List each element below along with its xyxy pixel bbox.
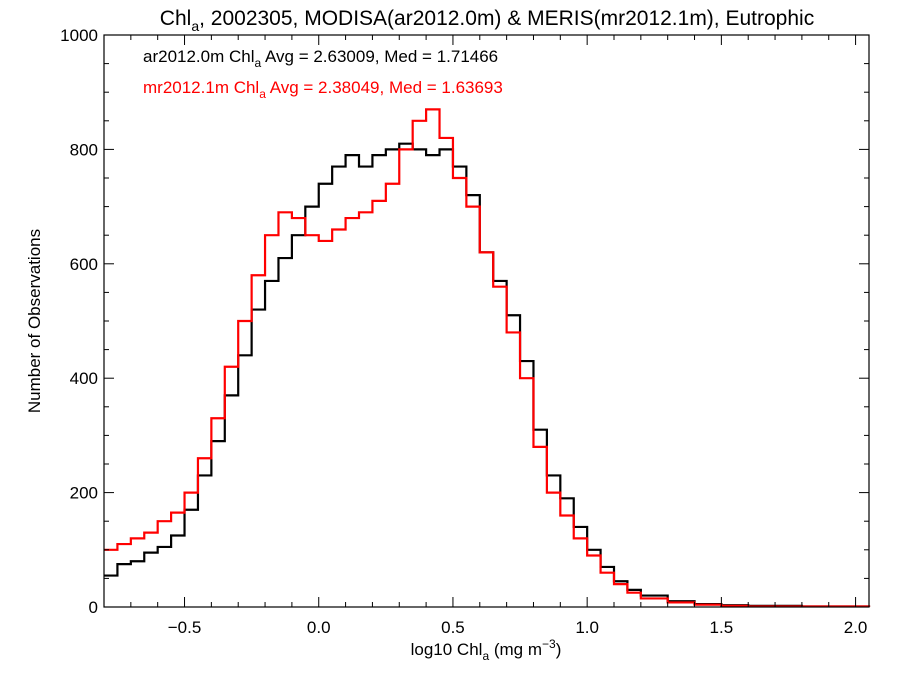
x-tick-label: 2.0 xyxy=(844,618,868,637)
text-part: ) xyxy=(556,640,562,659)
text-part: Chl xyxy=(160,7,192,30)
legend-entry-ar2012: ar2012.0m Chla Avg = 2.63009, Med = 1.71… xyxy=(143,47,498,70)
y-tick-label: 1000 xyxy=(60,26,98,45)
x-tick-label: −0.5 xyxy=(168,618,202,637)
text-part: log10 Chl xyxy=(411,640,483,659)
y-tick-label: 200 xyxy=(70,484,98,503)
x-axis-label: log10 Chla (mg m−3) xyxy=(411,637,562,663)
ticks-layer xyxy=(103,34,869,608)
text-part: −3 xyxy=(542,637,556,651)
x-tick-label: 0.5 xyxy=(441,618,465,637)
x-tick-label: 0.0 xyxy=(307,618,331,637)
y-axis-label: Number of Observations xyxy=(25,229,44,413)
y-tick-label: 400 xyxy=(70,369,98,388)
tick-labels-layer: −0.5 0.0 0.5 1.0 1.5 2.0 0 200 400 600 800 1000 xyxy=(60,26,867,637)
series-line-mr2012.1m xyxy=(104,108,871,608)
text-part: mr2012.1m Chl xyxy=(143,78,259,97)
text-part: , 2002305, MODISA(ar2012.0m) & MERIS(mr2… xyxy=(199,7,814,30)
text-part: a xyxy=(482,649,489,663)
series-layer xyxy=(104,108,871,608)
text-part: (mg m xyxy=(489,640,542,659)
legend-entry-mr2012: mr2012.1m Chla Avg = 2.38049, Med = 1.63… xyxy=(143,78,503,101)
text-part: ar2012.0m Chl xyxy=(143,47,255,66)
y-tick-label: 800 xyxy=(70,140,98,159)
y-tick-label: 600 xyxy=(70,255,98,274)
chart-title: Chla, 2002305, MODISA(ar2012.0m) & MERIS… xyxy=(160,7,814,34)
legend: ar2012.0m Chla Avg = 2.63009, Med = 1.71… xyxy=(143,47,503,101)
text-part: Avg = 2.38049, Med = 1.63693 xyxy=(266,78,503,97)
x-tick-label: 1.5 xyxy=(710,618,734,637)
x-tick-label: 1.0 xyxy=(575,618,599,637)
y-tick-label: 0 xyxy=(89,598,98,617)
text-part: a xyxy=(255,56,262,70)
text-part: a xyxy=(259,87,266,101)
text-part: Avg = 2.63009, Med = 1.71466 xyxy=(261,47,498,66)
text-part: a xyxy=(191,18,199,34)
